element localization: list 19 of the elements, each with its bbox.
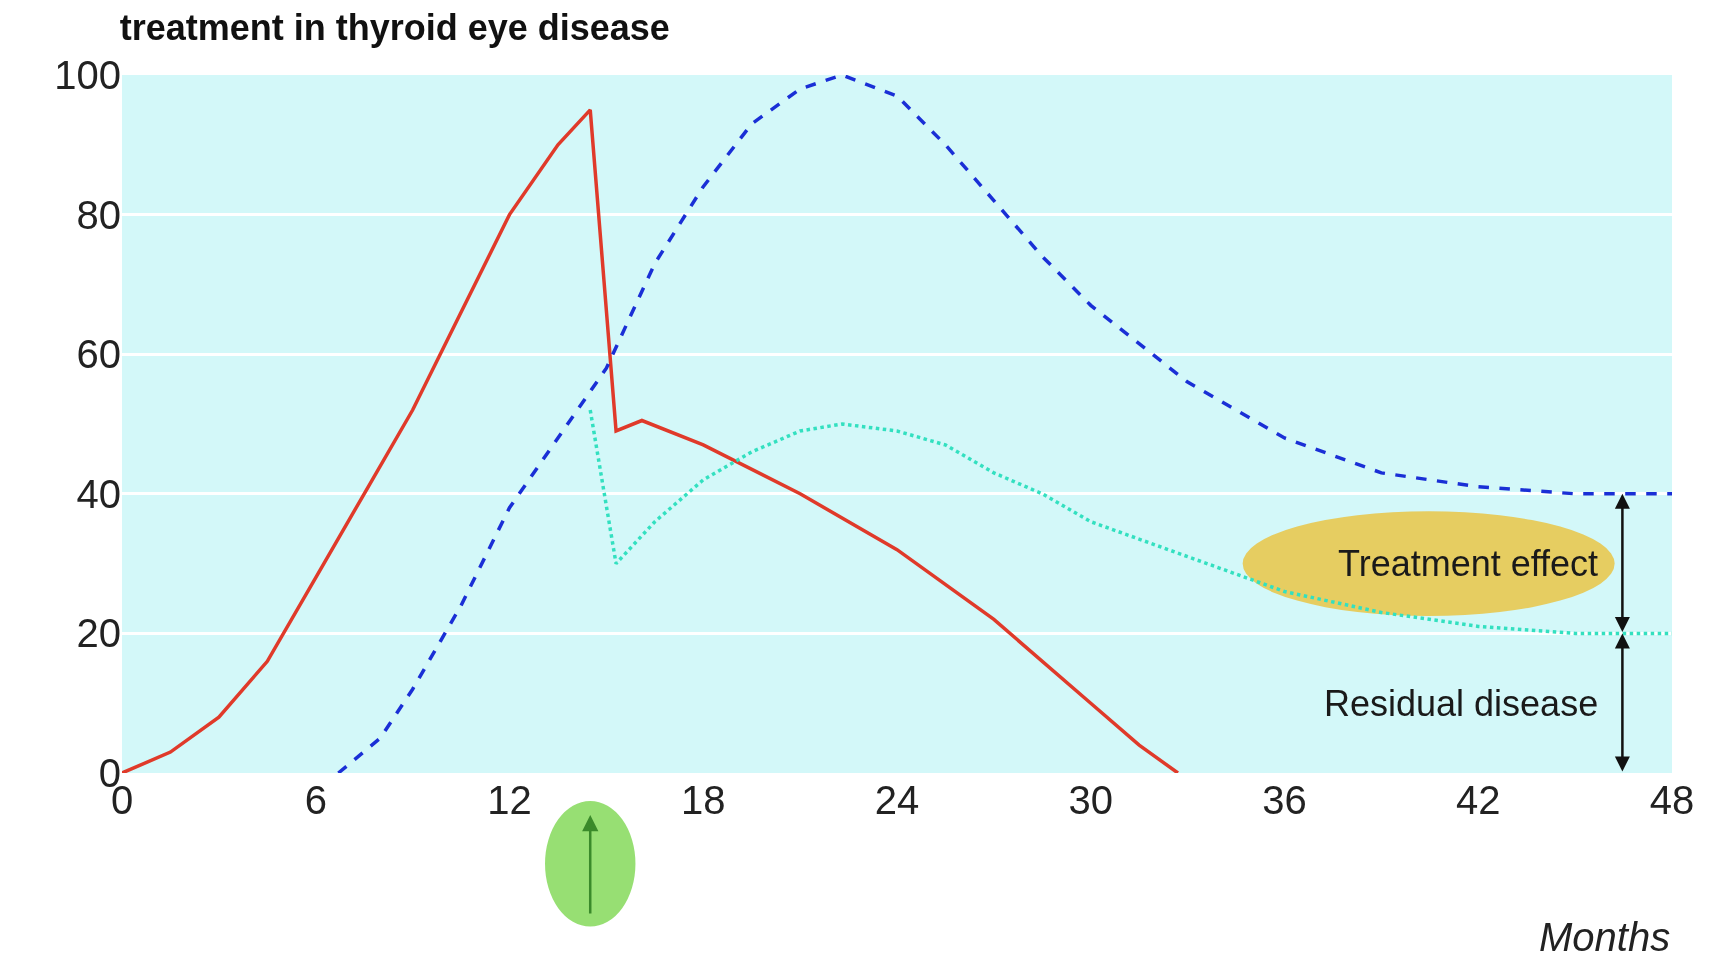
y-tick-label: 80 [76,192,121,237]
y-tick-label: 100 [54,53,121,97]
x-tick-label: 24 [874,778,920,822]
x-axis-title: Months [1539,915,1671,959]
y-tick-label: 20 [76,611,121,656]
annotation: Treatment effect [1338,543,1599,584]
y-tick-label: 60 [76,332,121,377]
line-series [122,108,1180,773]
annotation: Residual disease [1324,683,1599,724]
chart-title: treatment in thyroid eye disease [119,6,670,48]
x-tick-label: 12 [487,778,532,822]
x-tick-label: 30 [1068,778,1113,822]
line-series [336,75,1672,773]
x-tick-label: 36 [1262,778,1307,822]
x-tick-label: 42 [1456,778,1501,822]
x-tick-label: 18 [681,778,726,822]
y-tick-label: 40 [76,471,121,516]
x-tick-label: 6 [304,778,327,822]
x-tick-label: 48 [1649,778,1695,822]
